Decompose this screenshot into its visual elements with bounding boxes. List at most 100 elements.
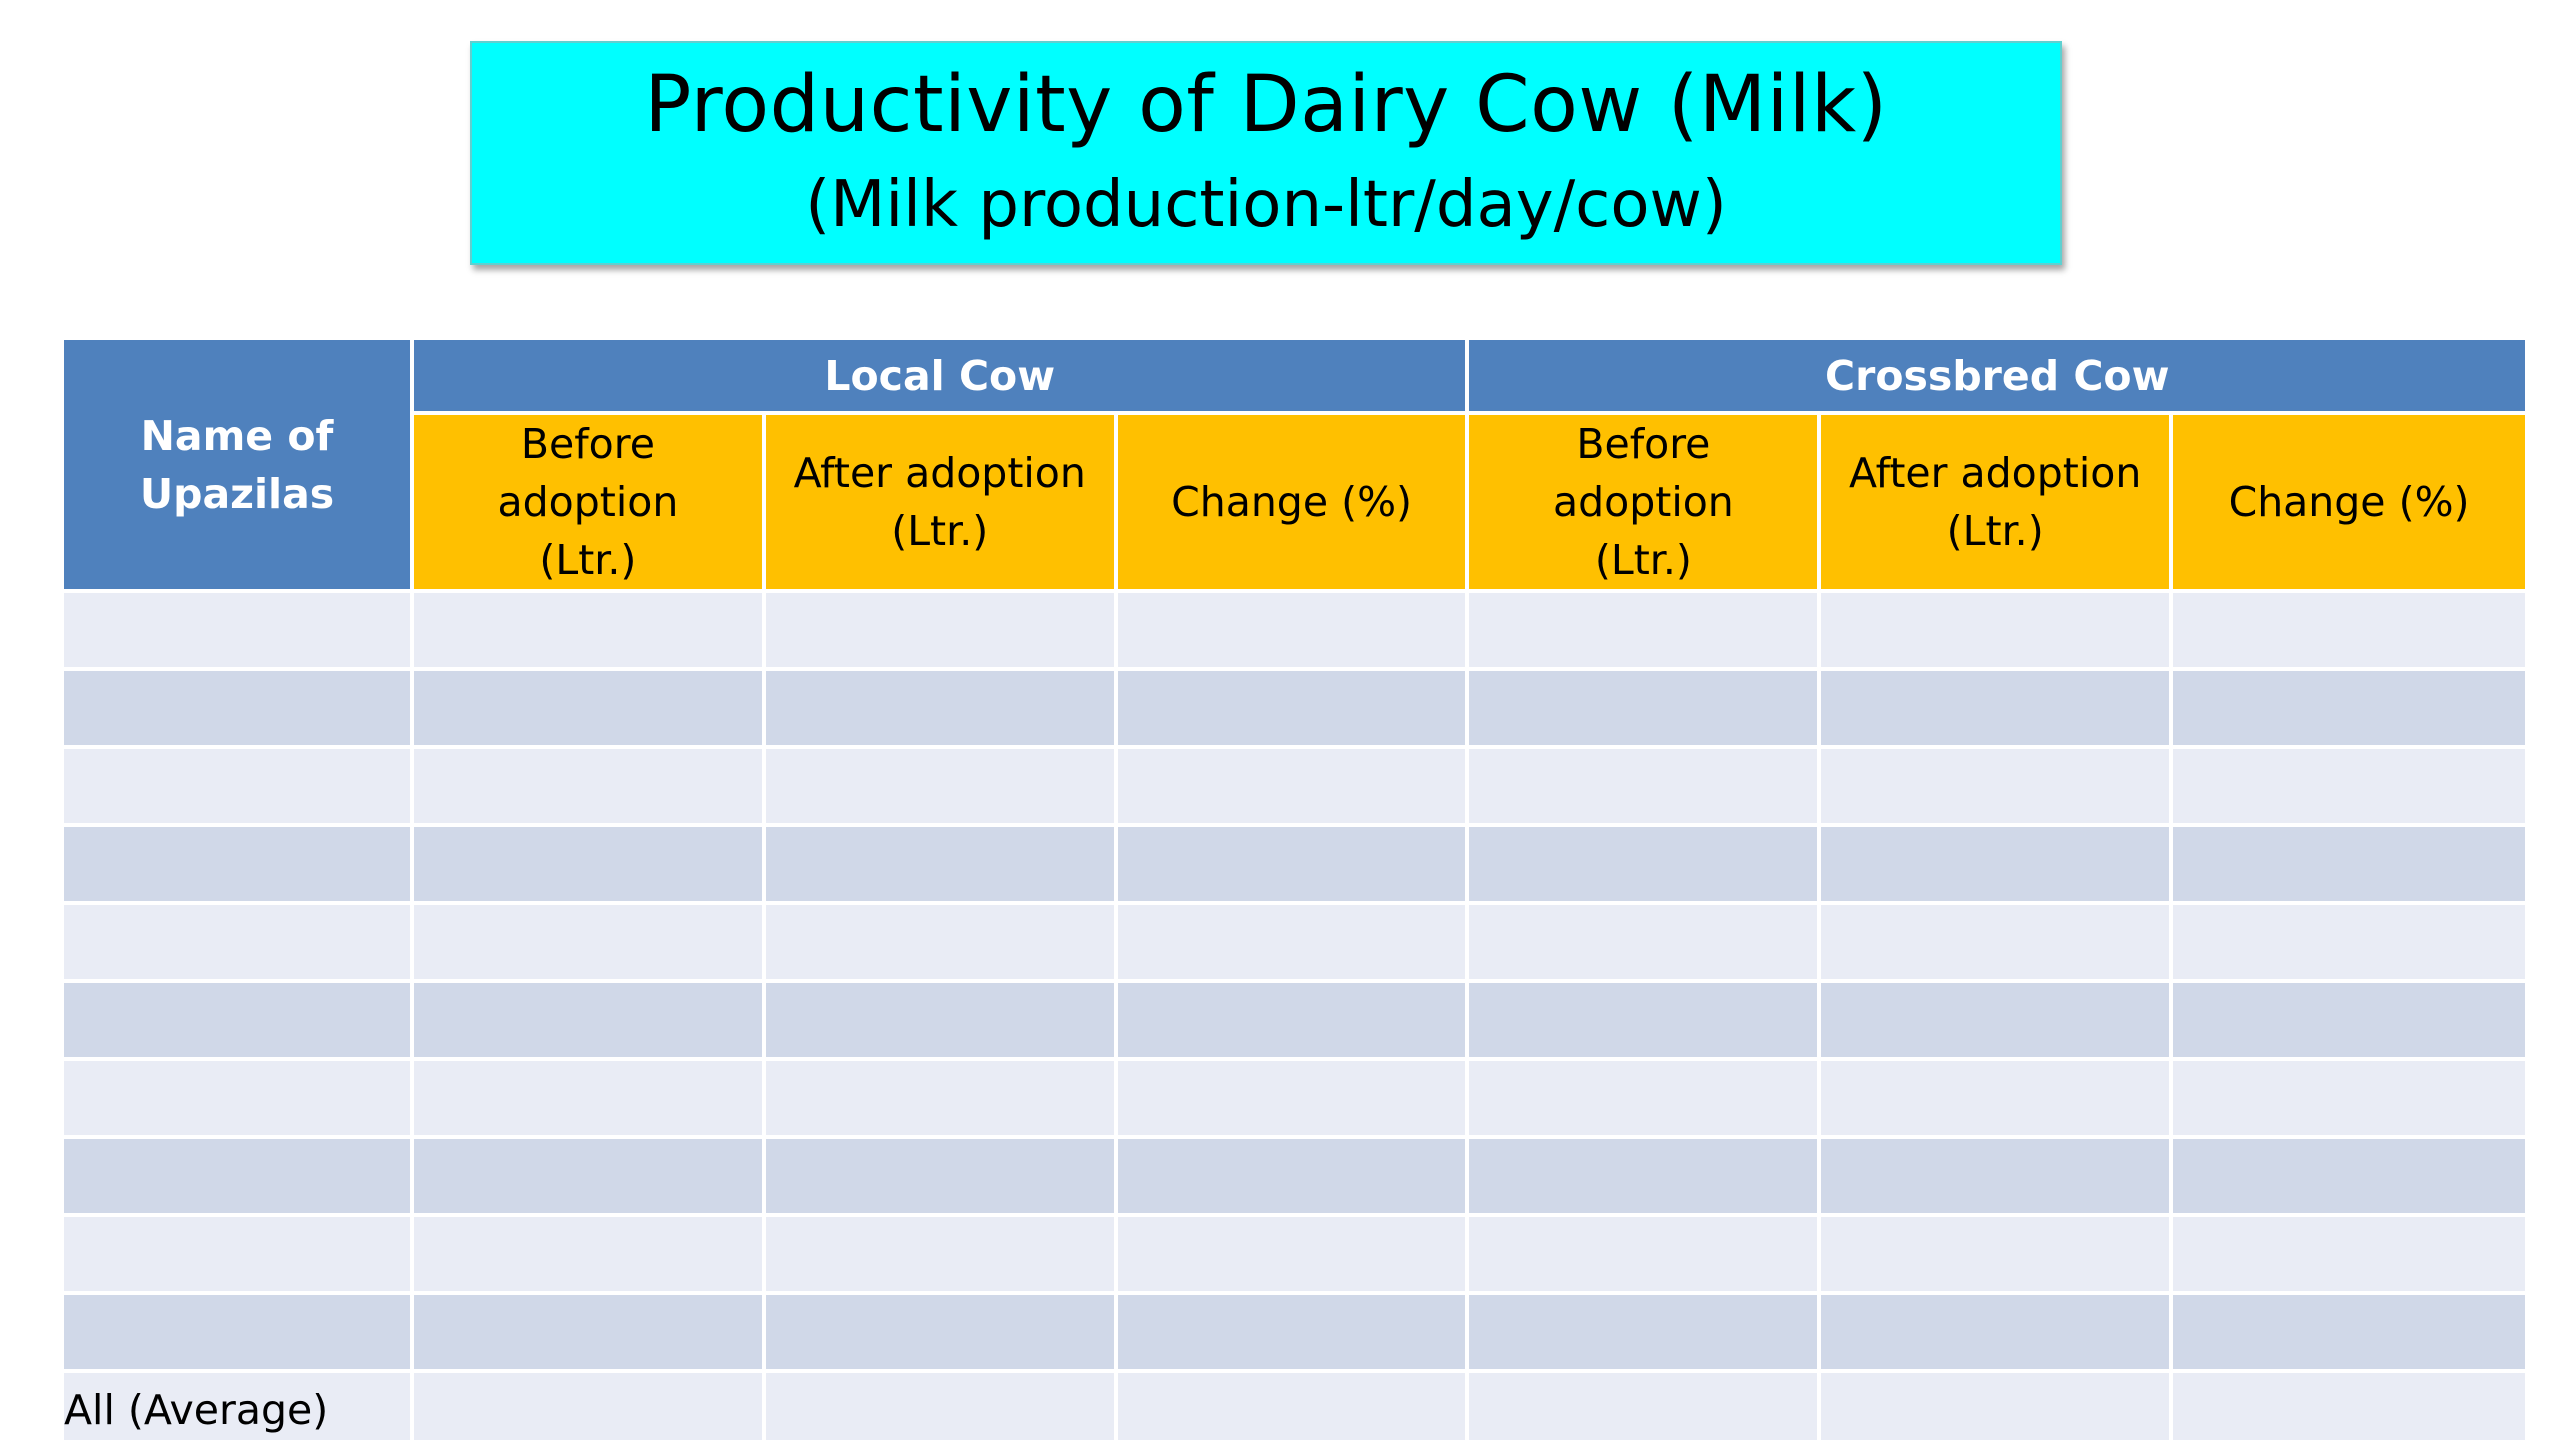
table-cell <box>1469 905 1822 983</box>
table-cell <box>1117 905 1470 983</box>
header-crossbred-after: After adoption (Ltr.) <box>1821 415 2174 593</box>
slide-subtitle: (Milk production-ltr/day/cow) <box>805 168 1727 242</box>
table-cell <box>64 1139 415 1217</box>
header-crossbred-cow: Crossbred Cow <box>1469 340 2525 415</box>
table-row <box>64 1139 2525 1217</box>
header-name-of-upazilas: Name of Upazilas <box>64 340 415 593</box>
table-cell <box>2173 749 2525 827</box>
header-crossbred-change: Change (%) <box>2173 415 2525 593</box>
summary-row: All (Average) <box>64 1373 2525 1440</box>
table-cell <box>1469 749 1822 827</box>
table-cell <box>2173 983 2525 1061</box>
table-cell <box>64 905 415 983</box>
table-cell <box>1469 671 1822 749</box>
table-cell <box>1821 1061 2174 1139</box>
table-cell <box>414 1139 766 1217</box>
table-cell <box>1821 749 2174 827</box>
table-cell <box>1821 1373 2174 1440</box>
table-cell <box>765 983 1118 1061</box>
table-cell <box>414 905 766 983</box>
table-cell <box>64 593 415 671</box>
table-cell <box>64 749 415 827</box>
table-cell <box>1469 983 1822 1061</box>
table-cell <box>1117 827 1470 905</box>
table-cell <box>1821 1217 2174 1295</box>
table-cell <box>2173 1373 2525 1440</box>
header-local-after: After adoption (Ltr.) <box>765 415 1118 593</box>
title-box: Productivity of Dairy Cow (Milk) (Milk p… <box>470 41 2062 265</box>
table-cell <box>1469 1373 1822 1440</box>
table-cell <box>2173 1139 2525 1217</box>
table-cell <box>414 1373 766 1440</box>
header-local-before: Before adoption (Ltr.) <box>414 415 766 593</box>
table-cell <box>2173 1061 2525 1139</box>
header-local-cow: Local Cow <box>414 340 1470 415</box>
table-cell <box>1117 1139 1470 1217</box>
table-cell <box>1469 1295 1822 1373</box>
table-cell <box>1821 1295 2174 1373</box>
table-cell <box>1469 1217 1822 1295</box>
table-cell <box>1821 827 2174 905</box>
table-cell <box>414 1061 766 1139</box>
table-cell <box>2173 1295 2525 1373</box>
table-cell <box>765 1061 1118 1139</box>
table-cell <box>1117 593 1470 671</box>
table-cell <box>1821 671 2174 749</box>
table-row <box>64 1061 2525 1139</box>
table-cell <box>64 671 415 749</box>
table-row <box>64 905 2525 983</box>
summary-label: All (Average) <box>64 1373 415 1440</box>
table-cell <box>1469 1139 1822 1217</box>
table-cell <box>2173 1217 2525 1295</box>
header-local-change: Change (%) <box>1117 415 1470 593</box>
slide-title: Productivity of Dairy Cow (Milk) <box>644 60 1888 150</box>
table-cell <box>1117 749 1470 827</box>
table-cell <box>1821 905 2174 983</box>
table-cell <box>765 905 1118 983</box>
table-cell <box>1821 593 2174 671</box>
table-cell <box>414 827 766 905</box>
table-cell <box>64 1217 415 1295</box>
table-cell <box>1117 1061 1470 1139</box>
table-row <box>64 983 2525 1061</box>
table-cell <box>1117 1373 1470 1440</box>
table-cell <box>1469 1061 1822 1139</box>
table-cell <box>64 1061 415 1139</box>
productivity-table: Name of Upazilas Local Cow Crossbred Cow… <box>64 340 2525 1440</box>
table-cell <box>765 1139 1118 1217</box>
table-cell <box>765 671 1118 749</box>
table-row <box>64 593 2525 671</box>
table-cell <box>414 1217 766 1295</box>
table-cell <box>765 1295 1118 1373</box>
table-cell <box>1469 827 1822 905</box>
table-row <box>64 1217 2525 1295</box>
table-cell <box>1821 983 2174 1061</box>
table-row <box>64 1295 2525 1373</box>
table-cell <box>414 593 766 671</box>
table-row <box>64 827 2525 905</box>
header-crossbred-before: Before adoption (Ltr.) <box>1469 415 1822 593</box>
table-body: All (Average) <box>64 593 2525 1440</box>
table-cell <box>64 827 415 905</box>
table-cell <box>2173 905 2525 983</box>
table-row <box>64 671 2525 749</box>
table-cell <box>1117 671 1470 749</box>
table-cell <box>1117 983 1470 1061</box>
table-cell <box>414 983 766 1061</box>
table-cell <box>1821 1139 2174 1217</box>
table-cell <box>765 827 1118 905</box>
table-cell <box>765 1217 1118 1295</box>
table-cell <box>765 593 1118 671</box>
table-cell <box>765 1373 1118 1440</box>
table-cell <box>2173 827 2525 905</box>
table-cell <box>414 749 766 827</box>
table-cell <box>414 671 766 749</box>
table-cell <box>64 983 415 1061</box>
table-cell <box>64 1295 415 1373</box>
table-cell <box>1117 1217 1470 1295</box>
table-cell <box>1117 1295 1470 1373</box>
table-cell <box>2173 593 2525 671</box>
table-cell <box>414 1295 766 1373</box>
table-cell <box>1469 593 1822 671</box>
